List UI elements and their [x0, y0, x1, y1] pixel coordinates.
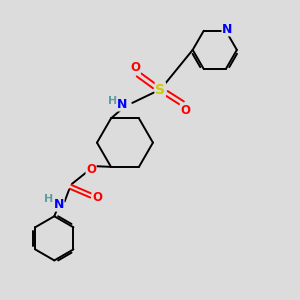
Text: N: N [53, 198, 64, 211]
Text: H: H [44, 194, 53, 204]
Text: O: O [180, 104, 190, 117]
Text: H: H [108, 96, 117, 106]
Text: N: N [222, 23, 232, 36]
Text: N: N [117, 98, 127, 111]
Text: S: S [155, 82, 165, 97]
Text: O: O [86, 163, 96, 176]
Text: O: O [92, 190, 102, 204]
Text: O: O [130, 61, 140, 74]
